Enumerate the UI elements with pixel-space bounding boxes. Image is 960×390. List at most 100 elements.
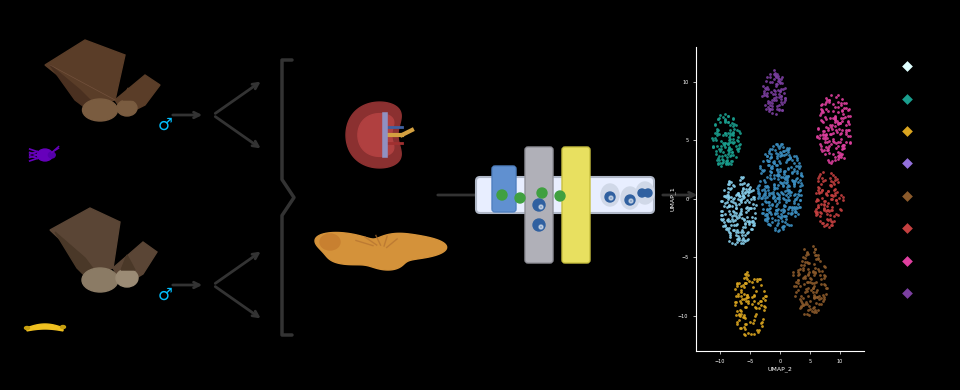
Point	[816, 201, 831, 207]
Point	[758, 92, 774, 98]
Point	[731, 148, 746, 154]
Point	[750, 183, 765, 189]
Point	[725, 140, 740, 146]
Point	[737, 188, 753, 195]
Point	[828, 186, 843, 193]
Point	[828, 154, 843, 160]
Point	[765, 143, 780, 149]
Point	[712, 112, 728, 119]
Point	[735, 174, 751, 180]
Point	[708, 151, 723, 157]
Point	[786, 181, 802, 187]
Point	[714, 160, 730, 166]
Text: ♂: ♂	[157, 116, 173, 134]
Point	[779, 151, 794, 157]
Point	[720, 227, 735, 233]
Point	[809, 195, 825, 202]
Point	[728, 153, 743, 160]
Point	[838, 105, 853, 111]
Point	[792, 187, 807, 193]
Point	[718, 116, 733, 122]
Point	[757, 212, 773, 218]
Point	[725, 203, 740, 209]
Point	[793, 186, 808, 193]
Point	[830, 121, 846, 127]
Point	[757, 195, 773, 201]
Point	[814, 108, 829, 114]
Point	[734, 190, 750, 196]
Point	[725, 152, 740, 158]
Point	[759, 157, 775, 163]
Polygon shape	[123, 88, 135, 100]
Point	[750, 188, 765, 194]
Point	[834, 118, 850, 124]
Point	[732, 197, 748, 203]
Point	[783, 211, 799, 217]
Point	[730, 227, 745, 234]
Point	[816, 272, 831, 278]
Point	[725, 120, 740, 126]
Point	[722, 144, 737, 150]
Point	[772, 78, 787, 84]
Point	[728, 213, 743, 220]
Point	[774, 150, 789, 156]
Point	[772, 88, 787, 94]
Point	[758, 106, 774, 112]
Point	[744, 226, 759, 232]
Point	[735, 240, 751, 246]
Point	[780, 147, 796, 153]
Point	[780, 194, 796, 200]
FancyBboxPatch shape	[492, 166, 516, 212]
Point	[737, 321, 753, 327]
Point	[763, 172, 779, 178]
Point	[732, 129, 747, 136]
Point	[817, 132, 832, 138]
Point	[723, 153, 738, 159]
Point	[751, 195, 766, 201]
Point	[788, 196, 804, 202]
Ellipse shape	[636, 182, 654, 204]
Point	[718, 140, 733, 146]
Point	[773, 180, 788, 186]
Point	[788, 289, 804, 295]
Point	[716, 193, 732, 199]
Ellipse shape	[82, 268, 118, 292]
Point	[803, 275, 818, 281]
Point	[796, 301, 811, 308]
Point	[724, 198, 739, 204]
Point	[811, 188, 827, 195]
Point	[737, 332, 753, 339]
Point	[729, 205, 744, 211]
Point	[810, 187, 826, 193]
Point	[751, 191, 766, 197]
Point	[779, 147, 794, 153]
Point	[766, 194, 781, 200]
Point	[842, 133, 857, 139]
Point	[805, 269, 821, 276]
Polygon shape	[55, 232, 97, 288]
Point	[738, 205, 754, 211]
Point	[710, 161, 726, 167]
Point	[726, 129, 741, 135]
Point	[792, 163, 807, 169]
Point	[835, 197, 851, 203]
Point	[835, 194, 851, 200]
Point	[724, 151, 739, 158]
Point	[780, 182, 796, 188]
Point	[772, 106, 787, 112]
Point	[798, 259, 813, 266]
Point	[760, 186, 776, 193]
Point	[774, 74, 789, 80]
Point	[769, 74, 784, 80]
Point	[753, 302, 768, 308]
Point	[761, 158, 777, 164]
Point	[788, 278, 804, 285]
Point	[743, 226, 758, 232]
Point	[772, 91, 787, 98]
Point	[777, 168, 792, 175]
Point	[757, 179, 773, 186]
Point	[759, 93, 775, 99]
Circle shape	[609, 196, 613, 200]
Point	[806, 309, 822, 315]
Point	[763, 154, 779, 160]
